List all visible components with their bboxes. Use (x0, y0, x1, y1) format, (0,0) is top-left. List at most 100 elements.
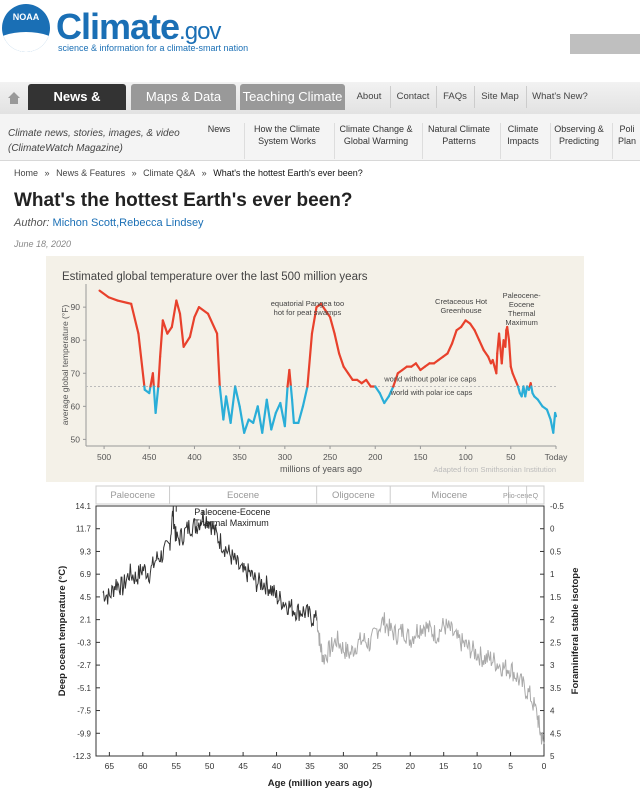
y-tick-label: 14.1 (75, 502, 91, 511)
temperature-line-segment (387, 385, 395, 398)
temperature-line-segment (243, 418, 250, 434)
author-names[interactable]: Michon Scott,Rebecca Lindsey (52, 217, 204, 229)
epoch-pliocene: Plio-cene (503, 493, 532, 500)
temperature-line-segment (301, 385, 309, 408)
chart-source: Adapted from Smithsonian Institution (433, 465, 556, 474)
temperature-line-segment (511, 372, 517, 381)
tab-teaching-climate[interactable]: Teaching Climate (240, 84, 345, 110)
article-author: Author: Michon Scott,Rebecca Lindsey (14, 217, 204, 229)
y-tick-label: 6.9 (80, 570, 92, 579)
breadcrumb-qa[interactable]: Climate Q&A (143, 168, 196, 178)
temperature-line-segment (107, 296, 119, 302)
temperature-line-segment (116, 299, 133, 305)
temperature-line-segment (170, 299, 178, 329)
x-tick-label: 50 (205, 761, 215, 771)
temperature-line-segment (175, 299, 182, 315)
temperature-line-segment (545, 408, 552, 421)
temperature-line-segment (507, 339, 512, 368)
temperature-line-segment (130, 302, 140, 335)
temperature-line-segment (414, 362, 422, 372)
epoch-paleocene: Paleocene (110, 490, 155, 501)
y2-tick-label: 4.5 (550, 729, 562, 738)
temperature-line-segment (509, 365, 514, 375)
temperature-line-segment (495, 352, 499, 375)
x-tick-label: 500 (97, 452, 111, 462)
temperature-line-segment (446, 342, 454, 355)
breadcrumb-separator: » (131, 168, 137, 178)
temperature-line-segment (193, 306, 201, 319)
temperature-line-segment (392, 372, 399, 388)
temperature-line-segment (215, 332, 221, 388)
temperature-line-segment (378, 392, 386, 405)
subnav-item-climate-system[interactable]: How the Climate System Works (244, 123, 329, 159)
temperature-line-segment (365, 378, 372, 388)
temperature-line-segment (469, 322, 476, 332)
x-tick-label: 50 (506, 452, 516, 462)
subnav-intro: Climate news, stories, images, & video (… (8, 128, 180, 154)
site-brand[interactable]: Climate.gov (56, 6, 221, 48)
breadcrumb-news[interactable]: News & Features (56, 168, 126, 178)
epoch-oligocene: Oligocene (332, 490, 375, 501)
temperature-line-segment (306, 332, 314, 388)
x-tick-label: 300 (278, 452, 292, 462)
temperature-line-segment (450, 329, 458, 345)
epoch-miocene: Miocene (431, 490, 467, 501)
temperature-line-segment (265, 398, 273, 431)
epoch-quaternary: Q (533, 493, 539, 500)
breadcrumb-separator: » (44, 168, 50, 178)
subnav-item-news[interactable]: News (207, 124, 231, 134)
temperature-line-segment (337, 352, 345, 368)
subnav-item-climate-impacts[interactable]: Climate Impacts (500, 123, 545, 159)
link-contact[interactable]: Contact (390, 86, 435, 108)
temperature-line-segment (206, 312, 219, 335)
home-icon[interactable] (6, 90, 22, 106)
temperature-line-segment (383, 395, 390, 405)
y2-tick-label: 2 (550, 616, 555, 625)
temperature-line-segment (342, 365, 350, 375)
x-tick-label: 350 (233, 452, 247, 462)
y-tick-label: -12.3 (73, 752, 92, 761)
temperature-line-segment (297, 405, 305, 424)
y-tick-label: 9.3 (80, 547, 92, 556)
temperature-line-segment (157, 355, 162, 388)
temperature-line-segment (319, 302, 327, 312)
y2-tick-label: 1 (550, 570, 555, 579)
tab-maps-data[interactable]: Maps & Data (131, 84, 236, 110)
section-subnav (0, 114, 640, 161)
series-line-early (102, 505, 318, 628)
y-tick-label: 70 (71, 368, 81, 378)
temperature-line-segment (238, 405, 246, 434)
subnav-item-policy[interactable]: Poli Plan (612, 123, 640, 159)
temperature-line-segment (504, 329, 508, 348)
link-about[interactable]: About (356, 91, 382, 102)
y-axis-label: average global temperature (°F) (60, 305, 70, 426)
site-tagline: science & information for a climate-smar… (58, 43, 249, 53)
subnav-item-observing[interactable]: Observing & Predicting (550, 123, 607, 159)
y-tick-label: 2.1 (80, 616, 92, 625)
subnav-item-climate-change[interactable]: Climate Change & Global Warming (334, 123, 417, 159)
temperature-line-segment (459, 319, 467, 329)
series-line-late (316, 612, 545, 745)
link-faqs[interactable]: FAQs (436, 86, 473, 108)
y-tick-label: -9.9 (77, 729, 91, 738)
temperature-line-segment (482, 349, 490, 358)
tab-news-features[interactable]: News & Features (28, 84, 126, 130)
y2-tick-label: 0 (550, 525, 555, 534)
x-tick-label: 65 (105, 761, 115, 771)
subnav-item-natural-patterns[interactable]: Natural Climate Patterns (422, 123, 495, 159)
temperature-line-segment (218, 385, 225, 421)
noaa-logo[interactable]: NOAA (2, 4, 50, 52)
temperature-line-segment (500, 339, 505, 365)
link-site-map[interactable]: Site Map (474, 86, 525, 108)
temperature-line-segment (478, 339, 485, 352)
link-whats-new[interactable]: What's New? (526, 86, 593, 108)
epoch-bar (95, 485, 545, 505)
y-tick-label: -7.5 (77, 707, 91, 716)
search-input[interactable] (570, 34, 640, 54)
temperature-line-segment (374, 385, 381, 395)
x-tick-label: Today (545, 452, 568, 462)
breadcrumb-home[interactable]: Home (14, 168, 39, 178)
temperature-line-segment (328, 315, 336, 335)
y2-tick-label: 3 (550, 661, 555, 670)
epoch-eocene: Eocene (227, 490, 259, 501)
